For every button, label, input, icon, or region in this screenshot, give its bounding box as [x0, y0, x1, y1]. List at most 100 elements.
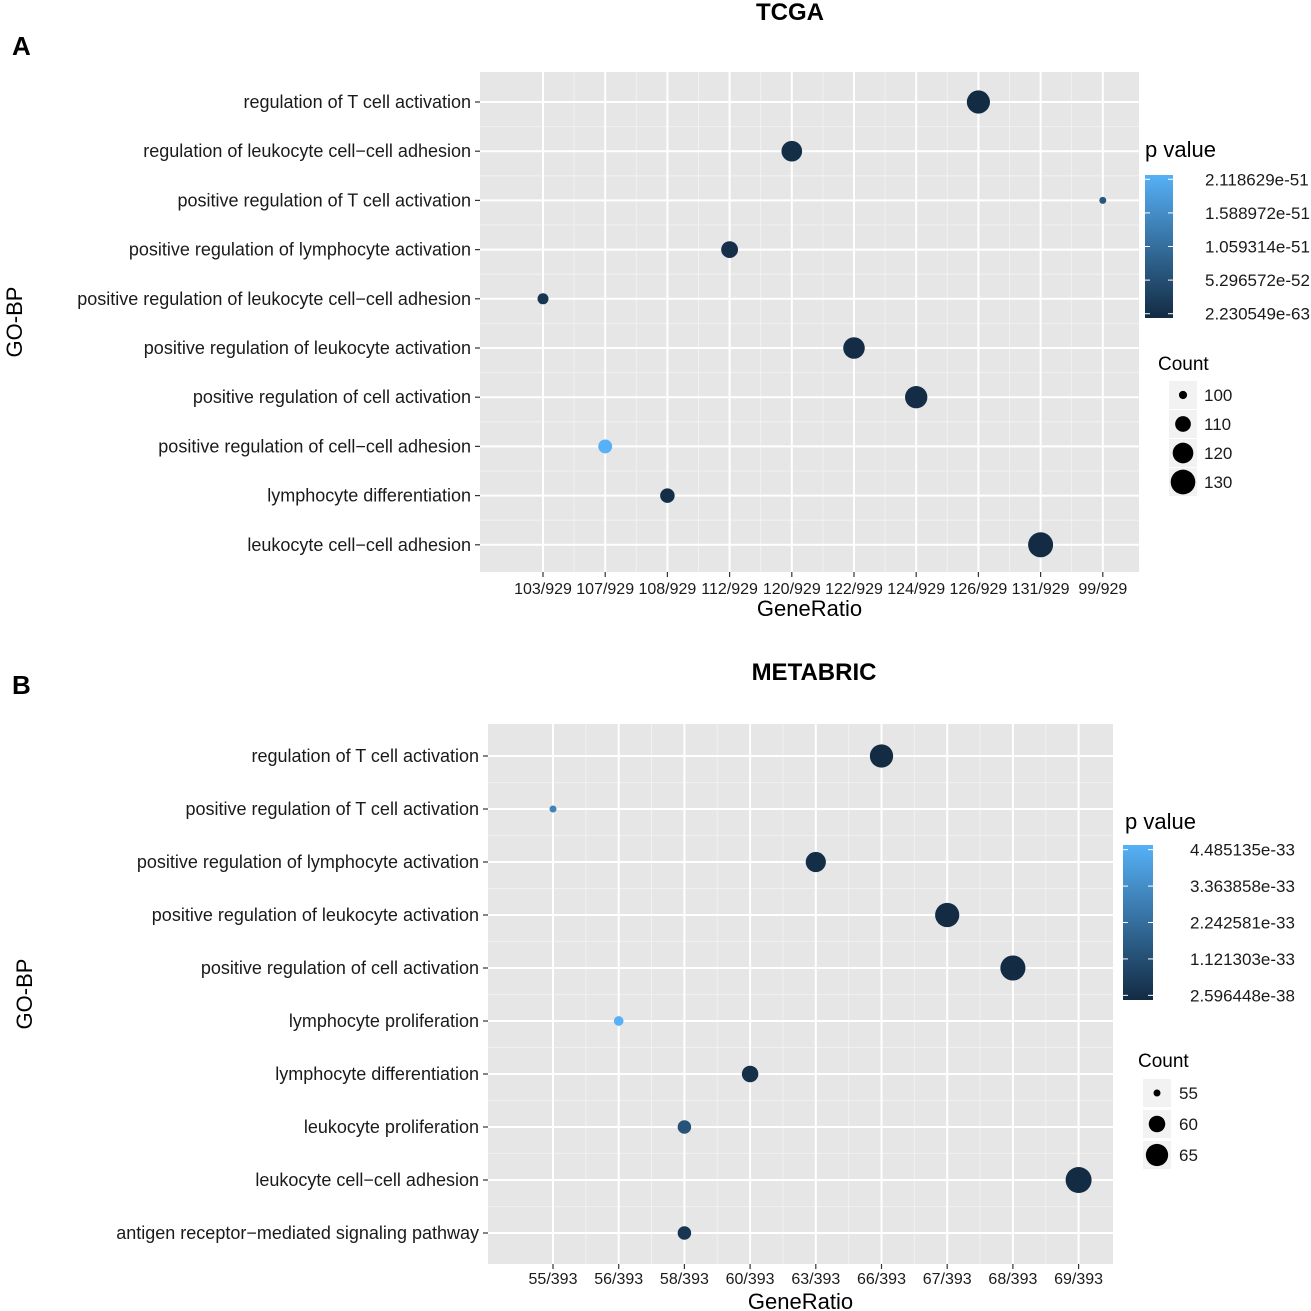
y-axis-title: GO-BP [12, 959, 37, 1030]
y-tick-label: regulation of leukocyte cell−cell adhesi… [143, 141, 471, 161]
data-point [869, 744, 894, 768]
legend-size-dot [1170, 469, 1196, 495]
panel-letter: A [12, 31, 31, 61]
legend-size-dot [1148, 1115, 1166, 1133]
color-bar-label: 1.121303e-33 [1190, 950, 1295, 969]
data-point [1099, 196, 1107, 204]
y-axis-title: GO-BP [2, 287, 27, 358]
y-tick-label: positive regulation of lymphocyte activa… [129, 240, 471, 260]
color-bar-label: 2.118629e-51 [1205, 170, 1309, 189]
data-point [905, 386, 928, 409]
y-tick-label: antigen receptor−mediated signaling path… [116, 1223, 479, 1243]
color-bar-label: 1.588972e-51 [1205, 204, 1310, 223]
chart-panel-b: B METABRIC regulation of T cell activation… [12, 659, 1295, 1311]
y-tick-label: positive regulation of cell activation [193, 387, 471, 407]
chart-title: TCGA [756, 0, 824, 26]
chart-title: METABRIC [752, 659, 877, 686]
x-tick-label: 68/393 [988, 1271, 1037, 1288]
x-tick-label: 112/929 [701, 581, 758, 598]
data-point [1028, 532, 1054, 558]
x-tick-label: 108/929 [638, 581, 696, 598]
legend-size-label: 60 [1179, 1115, 1198, 1134]
x-tick-label: 58/393 [660, 1271, 709, 1288]
color-bar-label: 2.230549e-63 [1205, 305, 1310, 324]
x-axis-title: GeneRatio [757, 596, 862, 621]
x-tick-label: 126/929 [949, 581, 1007, 598]
y-tick-label: positive regulation of T cell activation [185, 799, 479, 819]
y-tick-label: lymphocyte differentiation [275, 1064, 479, 1084]
data-point [741, 1065, 759, 1083]
x-tick-label: 67/393 [923, 1271, 972, 1288]
x-tick-label: 103/929 [514, 581, 572, 598]
y-tick-label: positive regulation of leukocyte activat… [144, 338, 471, 358]
legend-size-label: 130 [1204, 473, 1232, 492]
x-tick-label: 122/929 [825, 581, 883, 598]
plot-panel [480, 72, 1139, 572]
legend: p value 2.118629e-51 1.588972e-51 1.059314e… [1145, 137, 1310, 496]
data-point [781, 140, 803, 162]
x-tick-label: 66/393 [857, 1271, 906, 1288]
y-tick-label: positive regulation of cell−cell adhesio… [158, 436, 471, 456]
data-point [537, 293, 549, 305]
x-tick-label: 60/393 [726, 1271, 775, 1288]
y-tick-label: positive regulation of leukocyte cell−ce… [77, 289, 471, 309]
y-tick-label: regulation of T cell activation [252, 746, 479, 766]
color-bar-label: 2.596448e-38 [1190, 986, 1295, 1005]
data-point [966, 90, 990, 114]
legend-size-dot [1172, 442, 1194, 464]
color-bar-label: 3.363858e-33 [1190, 877, 1295, 896]
legend-color-title: p value [1145, 137, 1216, 162]
x-tick-label: 69/393 [1054, 1271, 1103, 1288]
color-bar-label: 2.242581e-33 [1190, 914, 1295, 933]
legend-size-label: 120 [1204, 444, 1232, 463]
y-tick-label: lymphocyte differentiation [267, 486, 471, 506]
x-tick-label: 120/929 [763, 581, 821, 598]
data-point [1000, 955, 1026, 981]
x-tick-label: 56/393 [594, 1271, 643, 1288]
color-bar-label: 4.485135e-33 [1190, 841, 1295, 860]
legend-color-title: p value [1125, 809, 1196, 834]
data-point [843, 337, 865, 359]
data-point [805, 851, 826, 873]
x-tick-label: 131/929 [1012, 581, 1070, 598]
data-point [677, 1226, 692, 1240]
data-point [549, 805, 557, 813]
x-tick-label: 124/929 [887, 581, 945, 598]
x-tick-label: 55/393 [529, 1271, 578, 1288]
x-axis-title: GeneRatio [748, 1289, 853, 1311]
panel-letter: B [12, 670, 31, 700]
data-point [677, 1120, 692, 1134]
legend-count-title: Count [1138, 1051, 1189, 1072]
data-point [598, 439, 613, 454]
y-tick-label: leukocyte cell−cell adhesion [247, 535, 471, 555]
y-tick-label: positive regulation of cell activation [201, 958, 479, 978]
color-bar-label: 5.296572e-52 [1205, 271, 1310, 290]
data-point [613, 1016, 624, 1026]
legend-size-dot [1178, 390, 1188, 400]
legend-size-label: 65 [1179, 1146, 1198, 1165]
legend-size-dot [1153, 1089, 1161, 1097]
y-tick-label: positive regulation of lymphocyte activa… [137, 852, 479, 872]
data-point [935, 902, 960, 928]
legend-size-label: 100 [1204, 386, 1232, 405]
legend-count-title: Count [1158, 354, 1209, 375]
y-tick-label: regulation of T cell activation [244, 92, 471, 112]
legend-size-label: 55 [1179, 1084, 1198, 1103]
x-tick-label: 63/393 [791, 1271, 840, 1288]
y-tick-label: leukocyte proliferation [304, 1117, 479, 1137]
chart-panel-a: A TCGA regulation of T cell activation regu… [2, 0, 1310, 621]
data-point [1065, 1167, 1092, 1193]
data-point [660, 488, 675, 503]
legend: p value 4.485135e-33 3.363858e-33 2.242581e… [1123, 809, 1295, 1169]
legend-size-dot [1145, 1143, 1169, 1167]
y-tick-label: lymphocyte proliferation [289, 1011, 479, 1031]
legend-size-label: 110 [1204, 415, 1231, 434]
data-point [721, 241, 739, 259]
plot-panel [488, 724, 1113, 1264]
y-tick-label: positive regulation of leukocyte activat… [152, 905, 479, 925]
x-tick-label: 99/929 [1078, 581, 1127, 598]
color-bar-label: 1.059314e-51 [1205, 238, 1310, 257]
y-tick-label: positive regulation of T cell activation [177, 190, 471, 210]
legend-size-dot [1175, 416, 1191, 432]
